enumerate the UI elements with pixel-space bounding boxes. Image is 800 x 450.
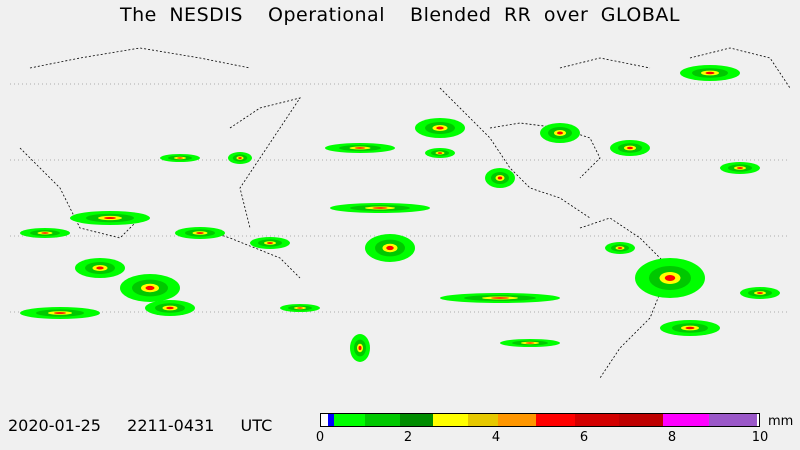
rain-area [664,275,676,281]
time-range-label: 2020-01-25 2211-0431 UTC [8,416,273,435]
color-scale-unit: mm [768,414,794,429]
color-bin-3 [364,414,400,426]
color-bin-1 [327,414,335,426]
color-bin-9 [575,414,619,426]
rain-area [386,245,394,251]
rain-area [437,152,443,154]
rain-area [104,216,116,220]
rain-area [617,247,623,249]
color-bin-12 [708,414,757,426]
rain-area [354,147,366,149]
rain-area [196,232,204,234]
tick-label: 2 [403,430,413,445]
tick-label: 8 [667,430,677,445]
rain-area [372,207,388,209]
coastline [439,87,591,219]
rain-area [358,345,362,351]
rain-area [685,326,695,330]
rain-area [497,176,503,180]
tick-label: 6 [579,430,589,445]
color-bin-10 [618,414,663,426]
rain-area [436,126,444,130]
rain-area [757,292,763,294]
color-bin-2 [334,414,365,426]
rain-area [166,306,174,310]
color-bin-0 [321,414,328,426]
coastline [689,47,791,89]
coastlines [19,47,791,379]
rain-area [557,131,563,135]
rain-area [491,297,509,299]
rain-area [267,242,273,244]
coastline [229,97,301,229]
rain-areas [20,65,780,362]
rain-area [705,71,715,75]
rain-area [145,285,155,291]
color-bin-4 [399,414,433,426]
rain-area [54,312,66,314]
color-bin-5 [432,414,468,426]
color-bin-6 [467,414,499,426]
coastline [579,217,671,379]
global-rain-rate-map [10,47,791,379]
tick-label: 10 [751,430,769,445]
tick-label: 0 [315,430,325,445]
color-scale-bar [320,413,760,427]
color-bin-8 [535,414,576,426]
rain-area [737,167,743,169]
color-bin-7 [498,414,536,426]
map-title: The NESDIS Operational Blended RR over G… [119,4,681,26]
rain-area [297,307,303,309]
rain-area [41,232,49,234]
rain-area [627,146,633,150]
coastline [559,57,651,69]
color-bin-11 [662,414,709,426]
rain-area [238,157,242,159]
tick-label: 4 [491,430,501,445]
rain-area [177,157,183,159]
coastline [29,47,251,69]
rain-area [96,266,104,270]
coastline [489,122,601,179]
rain-area [525,342,535,344]
